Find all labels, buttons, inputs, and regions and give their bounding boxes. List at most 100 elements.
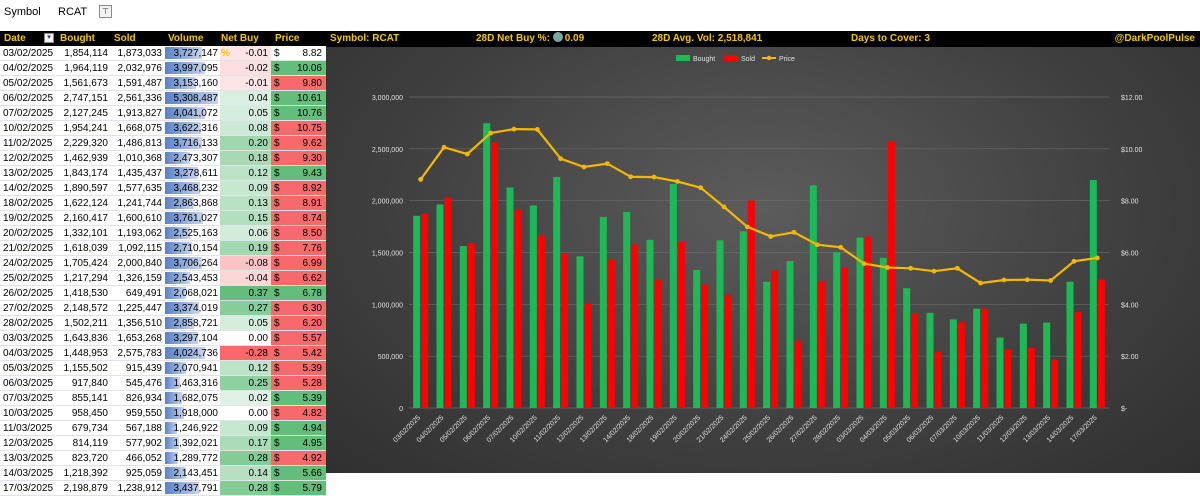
cell-net-buy[interactable]: 0.37	[220, 286, 271, 300]
col-header-sold[interactable]: Sold	[114, 33, 136, 44]
cell-volume[interactable]: 2,525,163	[164, 226, 220, 240]
col-header-price[interactable]: Price	[275, 33, 300, 44]
cell-net-buy[interactable]: 0.14	[220, 466, 271, 480]
cell-date[interactable]: 03/02/2025	[3, 48, 54, 59]
cell-net-buy[interactable]: 0.05	[220, 316, 271, 330]
cell-date[interactable]: 21/02/2025	[3, 243, 54, 254]
cell-bought[interactable]: 2,148,572	[63, 303, 109, 314]
cell-sold[interactable]: 2,000,840	[117, 258, 163, 269]
col-header-bought[interactable]: Bought	[60, 33, 95, 44]
cell-date[interactable]: 27/02/2025	[3, 303, 54, 314]
cell-date[interactable]: 17/03/2025	[3, 483, 54, 494]
cell-price[interactable]: $4.92	[271, 451, 326, 465]
col-header-volume[interactable]: Volume	[168, 33, 204, 44]
cell-sold[interactable]: 1,435,437	[117, 168, 163, 179]
cell-bought[interactable]: 1,561,673	[63, 78, 109, 89]
cell-date[interactable]: 18/02/2025	[3, 198, 54, 209]
cell-bought[interactable]: 1,502,211	[64, 318, 108, 329]
cell-volume[interactable]: 2,143,451	[164, 466, 220, 480]
cell-net-buy[interactable]: 0.08	[220, 121, 271, 135]
cell-date[interactable]: 11/02/2025	[3, 138, 53, 149]
cell-volume[interactable]: 2,070,941	[164, 361, 220, 375]
cell-date[interactable]: 04/03/2025	[3, 348, 54, 359]
cell-net-buy[interactable]: 0.04	[220, 91, 271, 105]
cell-bought[interactable]: 1,618,039	[63, 243, 109, 254]
cell-bought[interactable]: 2,160,417	[63, 213, 109, 224]
cell-bought[interactable]: 1,332,101	[63, 228, 109, 239]
cell-sold[interactable]: 466,052	[125, 453, 162, 464]
cell-net-buy[interactable]: 0.00	[220, 406, 271, 420]
cell-price[interactable]: $4.94	[271, 421, 326, 435]
cell-sold[interactable]: 1,326,159	[117, 273, 163, 284]
cell-volume[interactable]: 3,297,104	[164, 331, 220, 345]
cell-volume[interactable]: 3,727,147	[164, 46, 220, 60]
cell-sold[interactable]: 567,188	[125, 423, 162, 434]
cell-price[interactable]: $10.75	[271, 121, 326, 135]
cell-volume[interactable]: 4,041,072	[164, 106, 220, 120]
cell-sold[interactable]: 2,561,336	[117, 93, 163, 104]
cell-volume[interactable]: 1,682,075	[164, 391, 220, 405]
cell-volume[interactable]: 3,706,264	[164, 256, 220, 270]
cell-date[interactable]: 13/02/2025	[3, 168, 54, 179]
cell-net-buy[interactable]: 0.20	[220, 136, 271, 150]
cell-volume[interactable]: 1,463,316	[164, 376, 220, 390]
cell-date[interactable]: 14/02/2025	[3, 183, 54, 194]
cell-sold[interactable]: 1,193,062	[117, 228, 163, 239]
cell-date[interactable]: 28/02/2025	[3, 318, 54, 329]
cell-bought[interactable]: 2,747,151	[63, 93, 109, 104]
cell-sold[interactable]: 2,032,976	[117, 63, 163, 74]
cell-price[interactable]: $9.43	[271, 166, 326, 180]
cell-date[interactable]: 10/02/2025	[3, 123, 54, 134]
cell-net-buy[interactable]: 0.09	[220, 181, 271, 195]
cell-bought[interactable]: 1,843,174	[63, 168, 109, 179]
cell-sold[interactable]: 915,439	[125, 363, 162, 374]
cell-date[interactable]: 03/03/2025	[3, 333, 54, 344]
cell-bought[interactable]: 1,155,502	[63, 363, 109, 374]
cell-net-buy[interactable]: -0.28	[220, 346, 271, 360]
cell-bought[interactable]: 2,127,245	[63, 108, 109, 119]
cell-price[interactable]: $10.76	[271, 106, 326, 120]
cell-net-buy[interactable]: 0.25	[220, 376, 271, 390]
cell-sold[interactable]: 1,241,744	[117, 198, 163, 209]
cell-volume[interactable]: 3,997,095	[164, 61, 220, 75]
cell-date[interactable]: 07/02/2025	[3, 108, 54, 119]
cell-net-buy[interactable]: 0.18	[220, 151, 271, 165]
cell-date[interactable]: 05/03/2025	[3, 363, 54, 374]
cell-net-buy[interactable]: 0.06	[220, 226, 271, 240]
cell-sold[interactable]: 1,913,827	[117, 108, 163, 119]
cell-price[interactable]: $6.20	[271, 316, 326, 330]
cell-volume[interactable]: 4,024,736	[164, 346, 220, 360]
cell-net-buy[interactable]: 0.00	[220, 331, 271, 345]
cell-bought[interactable]: 958,450	[71, 408, 108, 419]
cell-sold[interactable]: 1,668,075	[117, 123, 163, 134]
cell-sold[interactable]: 1,577,635	[117, 183, 163, 194]
cell-bought[interactable]: 1,705,424	[63, 258, 109, 269]
cell-price[interactable]: $5.39	[271, 361, 326, 375]
cell-date[interactable]: 05/02/2025	[3, 78, 54, 89]
cell-net-buy[interactable]: -0.08	[220, 256, 271, 270]
cell-price[interactable]: $4.82	[271, 406, 326, 420]
cell-sold[interactable]: 1,600,610	[117, 213, 163, 224]
cell-net-buy[interactable]: 0.17	[220, 436, 271, 450]
cell-price[interactable]: $7.76	[271, 241, 326, 255]
cell-date[interactable]: 11/03/2025	[3, 423, 53, 434]
cell-net-buy[interactable]: 0.27	[220, 301, 271, 315]
cell-sold[interactable]: 649,491	[125, 288, 162, 299]
cell-price[interactable]: $5.66	[271, 466, 326, 480]
cell-price[interactable]: $6.78	[271, 286, 326, 300]
cell-bought[interactable]: 1,217,294	[63, 273, 109, 284]
cell-net-buy[interactable]: 0.05	[220, 106, 271, 120]
cell-bought[interactable]: 1,854,114	[64, 48, 108, 59]
cell-price[interactable]: $9.62	[271, 136, 326, 150]
cell-net-buy[interactable]: 0.13	[220, 196, 271, 210]
cell-volume[interactable]: 3,468,232	[164, 181, 220, 195]
cell-bought[interactable]: 2,198,879	[63, 483, 109, 494]
cell-sold[interactable]: 826,934	[125, 393, 162, 404]
cell-date[interactable]: 13/03/2025	[3, 453, 54, 464]
cell-net-buy[interactable]: 0.15	[220, 211, 271, 225]
cell-date[interactable]: 12/03/2025	[3, 438, 54, 449]
cell-price[interactable]: $6.62	[271, 271, 326, 285]
cell-price[interactable]: $8.50	[271, 226, 326, 240]
cell-net-buy[interactable]: 0.28	[220, 451, 271, 465]
cell-sold[interactable]: 545,476	[125, 378, 162, 389]
